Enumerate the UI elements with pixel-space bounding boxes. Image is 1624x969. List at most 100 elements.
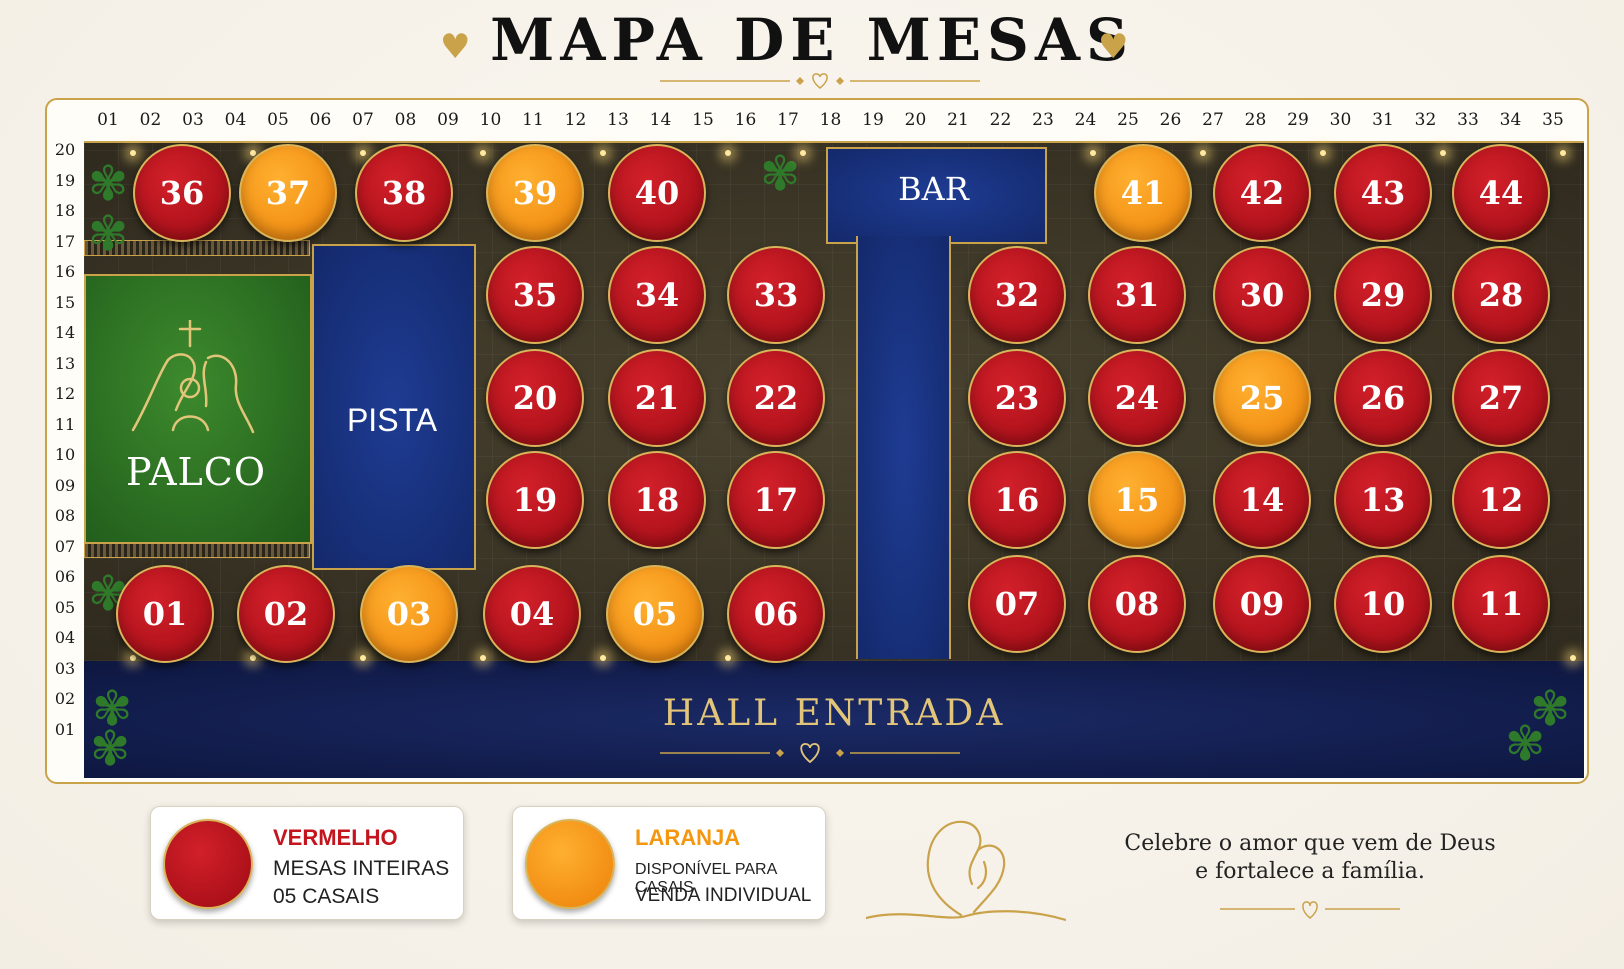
table-21[interactable]: 21 — [608, 349, 706, 447]
heart-icon: ♥ — [1098, 27, 1129, 67]
plant-icon: ✾ — [90, 721, 131, 777]
couple-icon — [866, 820, 1066, 922]
quote-line2: e fortalece a família. — [1195, 859, 1425, 884]
column-label: 35 — [1542, 110, 1564, 130]
table-38[interactable]: 38 — [355, 144, 453, 242]
light-icon — [250, 150, 256, 156]
column-label: 22 — [989, 110, 1012, 130]
light-icon — [600, 150, 606, 156]
column-label: 07 — [352, 110, 374, 130]
column-label: 02 — [139, 110, 162, 130]
table-13[interactable]: 13 — [1334, 451, 1432, 549]
row-label: 11 — [54, 414, 76, 434]
title-ornament — [660, 73, 980, 89]
column-label: 10 — [479, 110, 502, 130]
table-26[interactable]: 26 — [1334, 349, 1432, 447]
table-03[interactable]: 03 — [360, 565, 458, 663]
table-10[interactable]: 10 — [1334, 555, 1432, 653]
column-label: 09 — [437, 110, 459, 130]
table-02[interactable]: 02 — [237, 565, 335, 663]
table-01[interactable]: 01 — [116, 565, 214, 663]
light-icon — [725, 655, 731, 661]
legend-red-swatch — [163, 819, 253, 909]
column-label: 08 — [394, 110, 417, 130]
table-12[interactable]: 12 — [1452, 451, 1550, 549]
column-label: 21 — [947, 110, 969, 130]
table-37[interactable]: 37 — [239, 144, 337, 242]
plant-icon: ✾ — [92, 681, 133, 737]
table-32[interactable]: 32 — [968, 246, 1066, 344]
light-icon — [480, 150, 486, 156]
table-11[interactable]: 11 — [1452, 555, 1550, 653]
quote-ornament — [1220, 901, 1400, 919]
light-icon — [360, 655, 366, 661]
table-44[interactable]: 44 — [1452, 144, 1550, 242]
hall-area — [84, 661, 1584, 778]
table-20[interactable]: 20 — [486, 349, 584, 447]
table-31[interactable]: 31 — [1088, 246, 1186, 344]
light-icon — [360, 150, 366, 156]
column-label: 16 — [734, 110, 757, 130]
table-35[interactable]: 35 — [486, 246, 584, 344]
table-07[interactable]: 07 — [968, 555, 1066, 653]
dance-floor-label: PISTA — [346, 402, 438, 438]
table-28[interactable]: 28 — [1452, 246, 1550, 344]
table-42[interactable]: 42 — [1213, 144, 1311, 242]
table-19[interactable]: 19 — [486, 451, 584, 549]
table-39[interactable]: 39 — [486, 144, 584, 242]
table-09[interactable]: 09 — [1213, 555, 1311, 653]
stage-rail-bottom — [84, 542, 310, 558]
legend-orange-line1: DISPONÍVEL PARA CASAIS — [635, 861, 777, 896]
table-22[interactable]: 22 — [727, 349, 825, 447]
table-43[interactable]: 43 — [1334, 144, 1432, 242]
table-14[interactable]: 14 — [1213, 451, 1311, 549]
plant-icon: ✾ — [1505, 716, 1546, 772]
row-label: 01 — [54, 719, 76, 739]
column-label: 03 — [182, 110, 204, 130]
table-33[interactable]: 33 — [727, 246, 825, 344]
table-29[interactable]: 29 — [1334, 246, 1432, 344]
light-icon — [250, 655, 256, 661]
table-06[interactable]: 06 — [727, 565, 825, 663]
row-label: 05 — [54, 597, 76, 617]
legend-red-line2: 05 CASAIS — [273, 885, 380, 908]
table-16[interactable]: 16 — [968, 451, 1066, 549]
table-41[interactable]: 41 — [1094, 144, 1192, 242]
legend-orange-line2: VENDA INDIVIDUAL — [635, 885, 812, 906]
table-27[interactable]: 27 — [1452, 349, 1550, 447]
legend-orange: LARANJA DISPONÍVEL PARA CASAIS VENDA IND… — [512, 806, 826, 920]
table-05[interactable]: 05 — [606, 565, 704, 663]
table-08[interactable]: 08 — [1088, 555, 1186, 653]
column-label: 19 — [862, 110, 884, 130]
row-label: 14 — [54, 323, 76, 342]
column-label: 20 — [904, 110, 927, 130]
table-23[interactable]: 23 — [968, 349, 1066, 447]
column-label: 12 — [564, 110, 587, 130]
column-label: 31 — [1372, 110, 1394, 130]
table-18[interactable]: 18 — [608, 451, 706, 549]
row-label: 07 — [54, 536, 76, 556]
table-40[interactable]: 40 — [608, 144, 706, 242]
column-label: 23 — [1032, 110, 1054, 130]
table-17[interactable]: 17 — [727, 451, 825, 549]
dance-floor — [312, 244, 476, 570]
table-24[interactable]: 24 — [1088, 349, 1186, 447]
light-icon — [1440, 150, 1446, 156]
table-25[interactable]: 25 — [1213, 349, 1311, 447]
holy-family-icon — [131, 320, 255, 434]
plant-icon: ✾ — [88, 206, 129, 262]
row-label: 10 — [54, 445, 76, 464]
column-label: 27 — [1202, 110, 1224, 130]
table-30[interactable]: 30 — [1213, 246, 1311, 344]
light-icon — [1570, 655, 1576, 661]
plant-icon: ✾ — [1530, 681, 1571, 737]
table-15[interactable]: 15 — [1088, 451, 1186, 549]
bar-label: BAR — [898, 170, 969, 208]
table-34[interactable]: 34 — [608, 246, 706, 344]
row-label: 18 — [54, 201, 76, 220]
column-label: 28 — [1244, 110, 1267, 130]
quote-line1: Celebre o amor que vem de Deus — [1124, 831, 1496, 856]
table-36[interactable]: 36 — [133, 144, 231, 242]
quote: Celebre o amor que vem de Deus e fortale… — [1110, 830, 1510, 886]
table-04[interactable]: 04 — [483, 565, 581, 663]
